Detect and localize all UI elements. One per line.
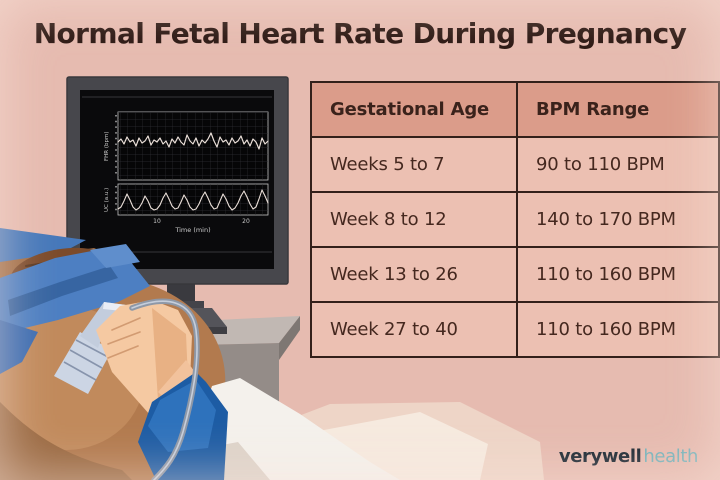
page-title: Normal Fetal Heart Rate During Pregnancy <box>33 17 687 50</box>
uc-trace <box>117 189 269 211</box>
table-cell: Week 13 to 26 <box>310 246 518 303</box>
table-cell: 90 to 110 BPM <box>515 136 720 193</box>
time-tick-20: 20 <box>242 218 250 225</box>
table-row: Weeks 5 to 7 90 to 110 BPM <box>310 136 720 193</box>
table-cell: Week 27 to 40 <box>310 301 518 358</box>
brand-logo: verywell health <box>558 446 699 467</box>
table-row: Week 8 to 12 140 to 170 BPM <box>310 191 720 248</box>
table-cell: 110 to 160 BPM <box>515 246 720 303</box>
col-header-gestational-age: Gestational Age <box>310 81 518 138</box>
table-row: Week 13 to 26 110 to 160 BPM <box>310 246 720 303</box>
bpm-table: Gestational Age BPM Range Weeks 5 to 7 9… <box>310 81 720 358</box>
table-row: Week 27 to 40 110 to 160 BPM <box>310 301 720 358</box>
table-cell: Week 8 to 12 <box>310 191 518 248</box>
table-cell: Weeks 5 to 7 <box>310 136 518 193</box>
col-header-bpm-range: BPM Range <box>515 81 720 138</box>
fhr-chart-panel: FHR (bpm) <box>104 111 269 181</box>
blue-drape <box>0 244 150 374</box>
time-axis-label: Time (min) <box>174 226 210 234</box>
logo-verywell: verywell <box>558 446 642 467</box>
shirt-top <box>0 228 86 266</box>
table-cell: 140 to 170 BPM <box>515 191 720 248</box>
table-cell: 110 to 160 BPM <box>515 301 720 358</box>
ultrasound-monitor: FHR (bpm) UC (a.u.) 10 20 Time (min) <box>66 76 289 334</box>
uc-axis-label: UC (a.u.) <box>104 188 110 212</box>
logo-health: health <box>643 446 698 467</box>
probe-cable <box>129 298 200 480</box>
fhr-trace <box>117 132 269 150</box>
time-tick-10: 10 <box>153 218 161 225</box>
table-header-row: Gestational Age BPM Range <box>310 81 720 138</box>
uc-chart-panel: UC (a.u.) <box>104 183 269 216</box>
fhr-axis-label: FHR (bpm) <box>104 131 110 161</box>
